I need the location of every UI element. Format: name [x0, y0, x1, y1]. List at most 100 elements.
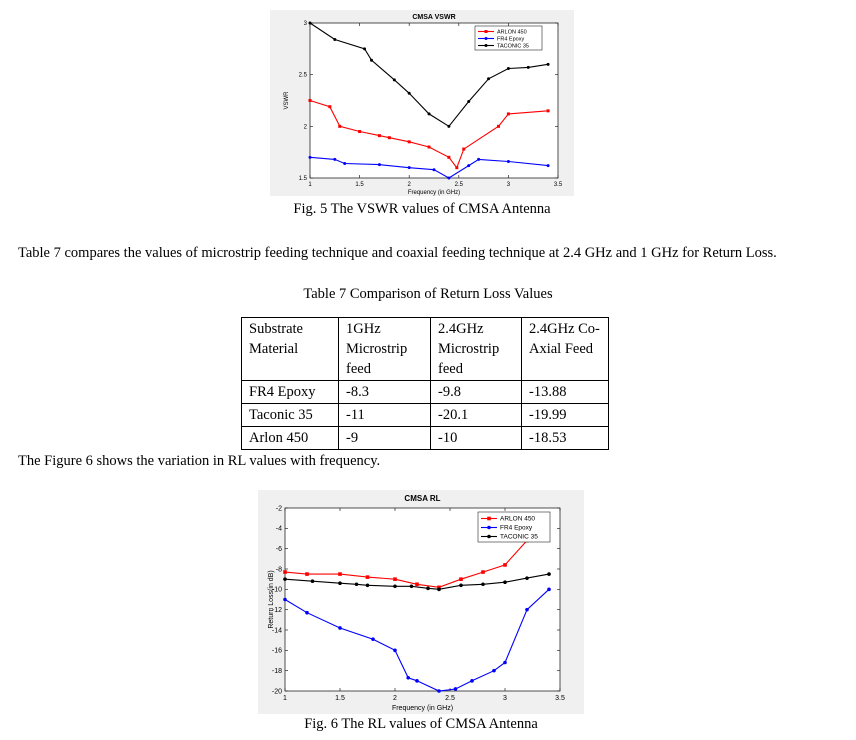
y-tick-label: -16	[272, 648, 282, 655]
y-axis-label: Return Loss(in dB)	[268, 570, 275, 628]
y-tick-label: -4	[276, 526, 282, 533]
data-point	[546, 62, 550, 66]
table-cell: Arlon 450	[241, 426, 339, 450]
data-point	[377, 134, 381, 138]
data-point	[477, 157, 481, 161]
data-point	[338, 626, 342, 630]
data-point	[283, 577, 287, 581]
legend-marker	[484, 37, 488, 40]
data-point	[503, 563, 507, 567]
y-tick-label: -14	[272, 627, 282, 634]
legend-marker	[487, 534, 491, 539]
y-tick-label: 2	[304, 124, 308, 130]
data-point	[415, 679, 419, 683]
data-point	[343, 162, 347, 166]
vswr-chart-panel: CMSA VSWR 1 1.5 2 2.5 3 3.5 1.5 2 2.5 3 Frequency (…	[270, 10, 574, 196]
data-point	[283, 570, 287, 574]
table-cell: -11	[338, 403, 431, 427]
data-point	[365, 583, 370, 588]
table-row: Taconic 35 -11 -20.1 -19.99	[241, 403, 609, 427]
data-point	[328, 105, 332, 109]
y-tick-label: -2	[276, 505, 282, 512]
x-tick-label: 3.5	[554, 182, 563, 188]
data-point	[407, 91, 411, 95]
data-point	[437, 585, 441, 590]
data-point	[525, 607, 529, 612]
data-point	[467, 100, 471, 104]
chart-title: CMSA RL	[404, 494, 440, 503]
x-axis-label: Frequency (in GHz)	[392, 705, 453, 712]
x-tick-label: 3.5	[555, 695, 565, 702]
table-cell: -18.53	[521, 426, 609, 450]
series-line	[284, 588, 550, 692]
data-point	[354, 582, 359, 587]
data-point	[437, 587, 441, 592]
table-cell: -10	[430, 426, 522, 450]
table-cell: -19.99	[521, 403, 609, 427]
data-point	[338, 581, 342, 586]
figure-5-caption: Fig. 5 The VSWR values of CMSA Antenna	[293, 201, 551, 217]
data-point	[503, 580, 507, 585]
data-point	[338, 124, 342, 128]
chart-title: CMSA VSWR	[412, 14, 455, 21]
table-7-caption: Table 7 Comparison of Return Loss Values	[303, 286, 553, 302]
data-point	[393, 577, 397, 581]
x-axis-label: Frequency (in GHz)	[408, 190, 460, 196]
data-point	[371, 637, 375, 641]
data-point	[305, 572, 309, 576]
table-row: Arlon 450 -9 -10 -18.53	[241, 426, 609, 450]
data-point	[407, 166, 411, 170]
data-point	[447, 155, 451, 159]
data-point	[308, 155, 312, 159]
data-point	[546, 164, 550, 168]
data-point	[492, 668, 496, 673]
paragraph-figure6-intro: The Figure 6 shows the variation in RL v…	[18, 453, 381, 469]
header-1ghz-microstrip: 1GHz Microstrip feed	[338, 317, 431, 381]
table-row: FR4 Epoxy -8.3 -9.8 -13.88	[241, 380, 609, 404]
table-cell: Taconic 35	[241, 403, 339, 427]
table-header-row: Substrate Material 1GHz Microstrip feed …	[241, 317, 609, 381]
data-point	[393, 648, 397, 653]
data-point	[333, 157, 337, 161]
legend-marker	[484, 44, 488, 47]
x-tick-label: 1.5	[335, 695, 345, 702]
series-line	[284, 573, 550, 590]
data-point	[406, 675, 410, 680]
data-point	[447, 124, 451, 128]
header-2-4ghz-microstrip: 2.4GHz Microstrip feed	[430, 317, 522, 381]
data-point	[470, 679, 474, 683]
legend-marker	[487, 516, 491, 521]
rl-chart: CMSA RL 1 1.5 2 2.5 3 3.5 -20 -18 -16 -14 -12 -10 -8 -…	[268, 494, 565, 712]
data-point	[365, 575, 370, 579]
legend-label: TACONIC 35	[500, 534, 538, 541]
table-cell: -9	[338, 426, 431, 450]
y-tick-label: -10	[272, 587, 282, 594]
y-axis-label: VSWR	[284, 91, 290, 110]
table-cell: -13.88	[521, 380, 609, 404]
data-point	[526, 65, 530, 69]
y-tick-label: -12	[272, 607, 282, 614]
y-tick-label: -8	[276, 566, 282, 573]
legend-marker	[487, 525, 491, 530]
x-tick-label: 1.5	[355, 182, 364, 188]
data-point	[283, 597, 287, 602]
table-cell: FR4 Epoxy	[241, 380, 339, 404]
data-point	[377, 163, 381, 167]
data-point	[333, 38, 337, 42]
table-cell: -8.3	[338, 380, 431, 404]
data-point	[432, 168, 436, 172]
data-point	[453, 687, 458, 691]
legend-label: TACONIC 35	[497, 43, 529, 49]
data-point	[393, 584, 397, 589]
x-tick-label: 2.5	[455, 182, 464, 188]
data-point	[547, 587, 551, 592]
data-point	[503, 660, 507, 665]
legend-marker	[484, 30, 488, 33]
data-point	[547, 572, 551, 576]
x-tick-label: 2	[393, 695, 397, 702]
header-2-4ghz-coaxial: 2.4GHz Co-Axial Feed	[521, 317, 609, 381]
data-point	[546, 109, 550, 113]
data-point	[409, 584, 414, 589]
data-point	[392, 78, 396, 82]
data-point	[459, 577, 463, 581]
